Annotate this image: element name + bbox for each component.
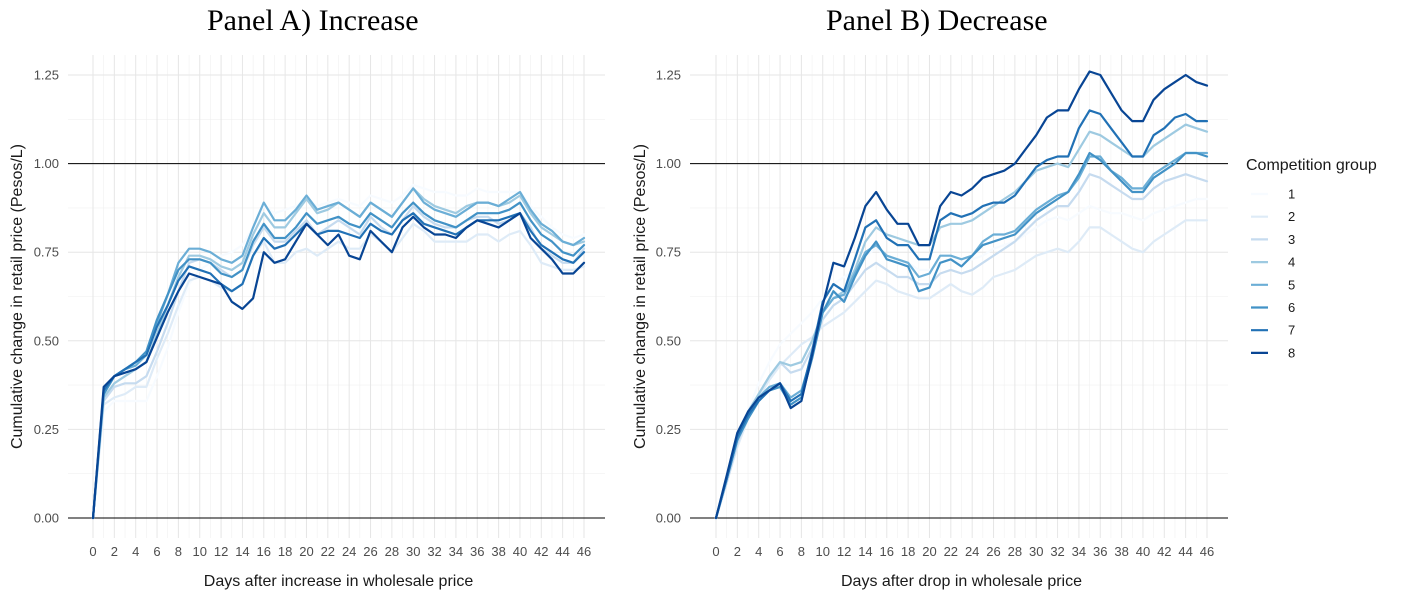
x-tick-label: 6 [153,544,160,559]
x-tick-label: 20 [922,544,936,559]
series-line-6 [714,151,1209,520]
x-tick-label: 6 [776,544,783,559]
series-line-3 [91,205,586,520]
series-line-1 [91,183,586,520]
legend-label-5: 5 [1288,277,1295,292]
series-line-1 [714,197,1209,520]
x-tick-label: 2 [734,544,741,559]
x-tick-label: 2 [111,544,118,559]
x-tick-label: 0 [89,544,96,559]
x-tick-label: 16 [257,544,271,559]
x-tick-label: 36 [470,544,484,559]
series-line-3 [714,173,1209,520]
x-tick-label: 22 [321,544,335,559]
y-tick-label: 0.50 [34,333,59,348]
y-tick-label: 0.00 [656,511,681,526]
x-tick-label: 4 [755,544,762,559]
x-tick-label: 24 [965,544,979,559]
series-line-7 [714,109,1209,520]
panel-b-title: Panel B) Decrease [826,4,1048,37]
legend-label-7: 7 [1288,323,1295,338]
x-tick-label: 42 [534,544,548,559]
x-tick-label: 18 [901,544,915,559]
x-tick-label: 34 [1072,544,1086,559]
x-tick-label: 0 [712,544,719,559]
x-tick-label: 28 [385,544,399,559]
legend-label-1: 1 [1288,187,1295,202]
x-tick-label: 44 [1178,544,1192,559]
x-tick-label: 40 [1136,544,1150,559]
x-tick-label: 12 [214,544,228,559]
x-tick-label: 30 [406,544,420,559]
y-tick-label: 1.25 [34,68,59,83]
y-tick-label: 0.25 [656,422,681,437]
panel-a-title: Panel A) Increase [207,4,419,37]
series-line-8 [714,70,1209,520]
x-tick-label: 8 [798,544,805,559]
panel-b-decrease-chart: 0.000.250.500.751.001.250 2 4 6 8 10 12 14 16 18 2… [632,55,1228,590]
x-tick-label: 26 [363,544,377,559]
x-tick-label: 14 [235,544,249,559]
x-tick-label: 40 [513,544,527,559]
x-tick-label: 42 [1157,544,1171,559]
x-tick-label: 22 [944,544,958,559]
x-tick-label: 8 [175,544,182,559]
x-tick-label: 18 [278,544,292,559]
x-tick-label: 32 [1050,544,1064,559]
y-tick-label: 0.25 [34,422,59,437]
y-axis-title: Cumulative change in retail price (Pesos… [632,144,649,449]
legend-title: Competition group [1246,157,1377,174]
y-tick-label: 0.50 [656,333,681,348]
series-line-8 [91,212,586,520]
x-tick-label: 24 [342,544,356,559]
legend-label-6: 6 [1288,300,1295,315]
y-tick-label: 1.25 [656,68,681,83]
series-line-5 [714,151,1209,520]
series-line-2 [714,219,1209,520]
legend-label-2: 2 [1288,209,1295,224]
y-tick-label: 0.00 [34,511,59,526]
x-tick-label: 28 [1008,544,1022,559]
series-line-4 [714,123,1209,520]
x-tick-label: 16 [880,544,894,559]
x-tick-label: 4 [132,544,139,559]
legend-label-3: 3 [1288,232,1295,247]
x-tick-label: 20 [299,544,313,559]
y-tick-label: 0.75 [656,245,681,260]
x-tick-label: 46 [577,544,591,559]
x-tick-label: 32 [427,544,441,559]
panel-a-increase-chart: 0.000.250.500.751.001.250 2 4 6 8 10 12 14 16 18 2… [9,55,605,590]
x-tick-label: 38 [1114,544,1128,559]
x-axis-title: Days after increase in wholesale price [204,573,474,590]
x-tick-label: 38 [491,544,505,559]
y-tick-label: 0.75 [34,245,59,260]
x-tick-label: 10 [816,544,830,559]
x-tick-label: 46 [1200,544,1214,559]
legend-label-4: 4 [1288,255,1295,270]
x-tick-label: 26 [986,544,1000,559]
series-line-5 [91,187,586,520]
x-axis-title: Days after drop in wholesale price [841,573,1082,590]
series-line-2 [91,222,586,520]
x-tick-label: 36 [1093,544,1107,559]
x-tick-label: 44 [555,544,569,559]
series-line-6 [91,201,586,520]
legend-label-8: 8 [1288,345,1295,360]
x-tick-label: 34 [449,544,463,559]
x-tick-label: 14 [858,544,872,559]
series-line-7 [91,212,586,520]
legend: Competition group 1 2 3 4 5 6 7 8 [1246,157,1377,360]
x-tick-label: 12 [837,544,851,559]
x-tick-label: 30 [1029,544,1043,559]
y-axis-title: Cumulative change in retail price (Pesos… [9,144,26,449]
y-tick-label: 1.00 [656,156,681,171]
y-tick-label: 1.00 [34,156,59,171]
x-tick-label: 10 [193,544,207,559]
